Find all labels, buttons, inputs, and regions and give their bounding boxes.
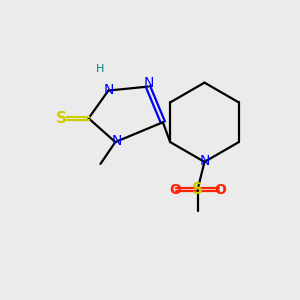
- Text: N: N: [199, 154, 210, 168]
- Text: N: N: [144, 76, 154, 90]
- Text: N: N: [111, 134, 122, 148]
- Text: S: S: [192, 182, 203, 197]
- Text: S: S: [56, 111, 67, 126]
- Text: H: H: [96, 64, 105, 74]
- Text: N: N: [103, 82, 114, 97]
- Text: O: O: [214, 183, 226, 196]
- Text: O: O: [169, 183, 181, 196]
